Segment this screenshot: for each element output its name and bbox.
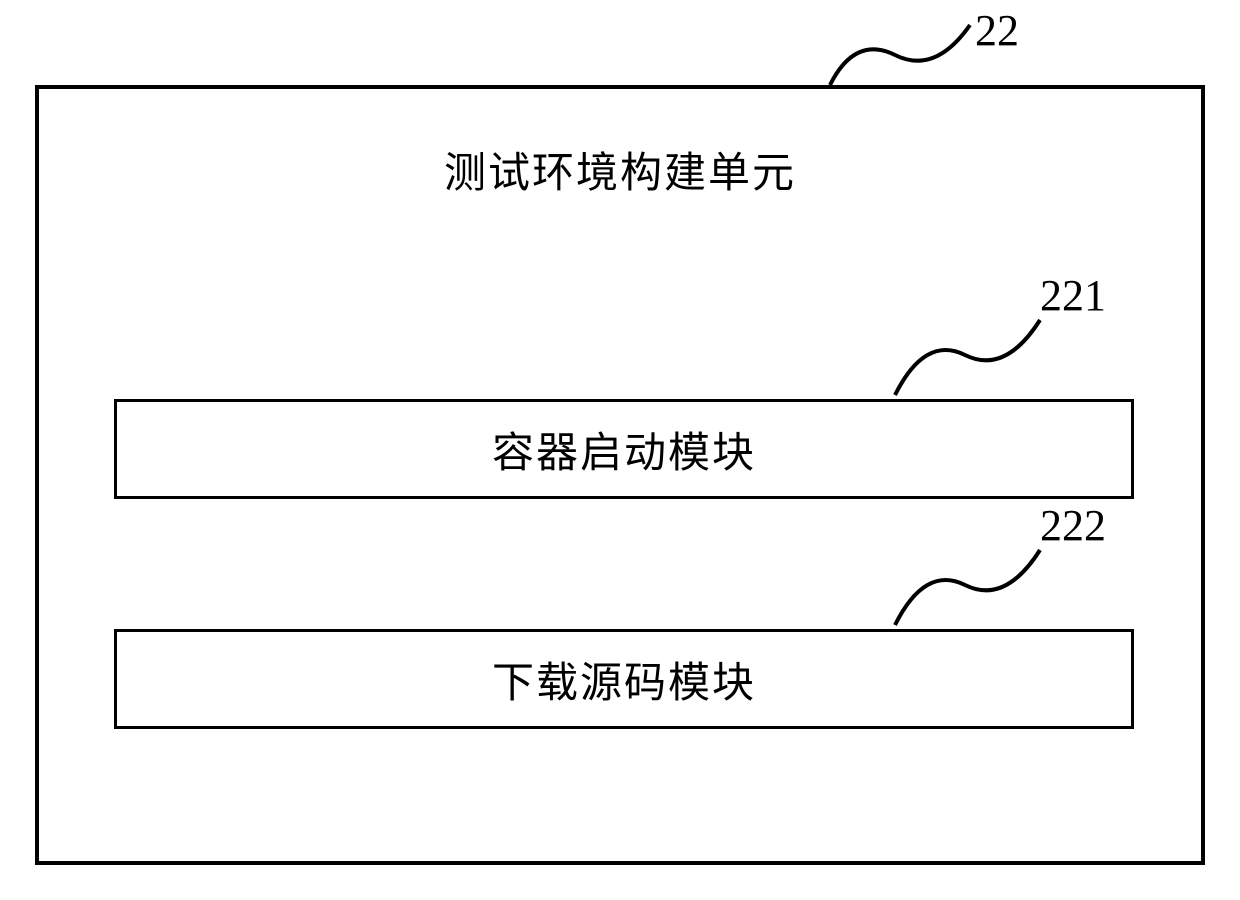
callout-number-221: 221 [1040,270,1106,321]
inner-module-box-2: 下载源码模块 [114,629,1134,729]
callout-number-22: 22 [975,5,1019,56]
inner-module-label-2: 下载源码模块 [492,649,756,710]
diagram-container: 测试环境构建单元 容器启动模块 下载源码模块 22 221 222 [35,85,1205,865]
outer-unit-title: 测试环境构建单元 [444,139,796,200]
inner-module-label-1: 容器启动模块 [492,419,756,480]
callout-curve-22 [825,15,995,95]
callout-number-222: 222 [1040,500,1106,551]
outer-unit-box: 测试环境构建单元 容器启动模块 下载源码模块 [35,85,1205,865]
inner-module-box-1: 容器启动模块 [114,399,1134,499]
